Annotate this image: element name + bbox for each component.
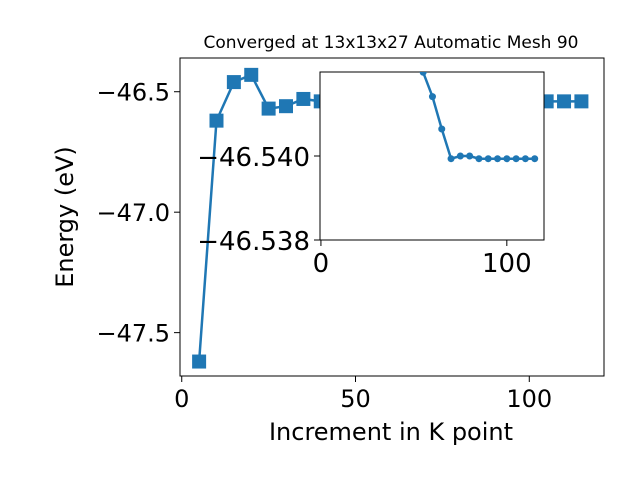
inset-data-point: [456, 152, 464, 160]
inset-series: [419, 72, 539, 163]
inset-clipped-group: [419, 72, 539, 163]
main-y-tick-label: −47.5: [96, 320, 170, 348]
main-data-point: [192, 354, 207, 369]
inset-data-point: [484, 155, 492, 163]
inset-data-point: [494, 155, 502, 163]
inset-data-point: [531, 155, 539, 163]
main-data-point: [279, 99, 293, 114]
main-x-label: Increment in K point: [269, 418, 513, 446]
main-x-ticks: 0 50 100: [174, 376, 552, 413]
inset-axes: 0 100 −46.540 −46.538: [197, 71, 545, 279]
inset-data-point: [438, 125, 446, 133]
inset-x-tick-label: 0: [313, 249, 330, 279]
inset-x-tick-label: 100: [482, 249, 532, 279]
inset-y-tick-label: −46.540: [197, 143, 310, 173]
inset-x-ticks: 0 100: [313, 240, 532, 279]
inset-data-point: [521, 155, 529, 163]
main-data-point: [574, 94, 589, 109]
inset-data-point: [447, 155, 455, 163]
inset-data-point: [512, 155, 520, 163]
inset-y-tick-label: −46.538: [197, 227, 310, 257]
inset-data-point: [428, 93, 436, 101]
main-y-tick-label: −47.0: [96, 199, 170, 227]
inset-data-point: [503, 155, 511, 163]
main-data-point: [244, 67, 259, 82]
main-data-point: [557, 94, 572, 109]
main-data-point: [226, 75, 241, 90]
inset-data-point: [419, 72, 427, 76]
inset-y-ticks: −46.540 −46.538: [197, 143, 320, 257]
main-x-tick-label: 100: [506, 385, 552, 413]
inset-data-point: [475, 155, 483, 163]
main-y-label: Energy (eV): [51, 146, 79, 288]
main-x-tick-label: 50: [340, 385, 371, 413]
main-y-tick-label: −46.5: [96, 79, 170, 107]
inset-data-point: [466, 152, 474, 160]
main-data-point: [209, 113, 224, 128]
main-data-point: [296, 91, 311, 106]
main-data-point: [261, 101, 276, 116]
main-x-tick-label: 0: [174, 385, 189, 413]
main-y-ticks: −47.5 −47.0 −46.5: [96, 79, 180, 348]
main-title: Converged at 13x13x27 Automatic Mesh 90: [204, 33, 579, 53]
